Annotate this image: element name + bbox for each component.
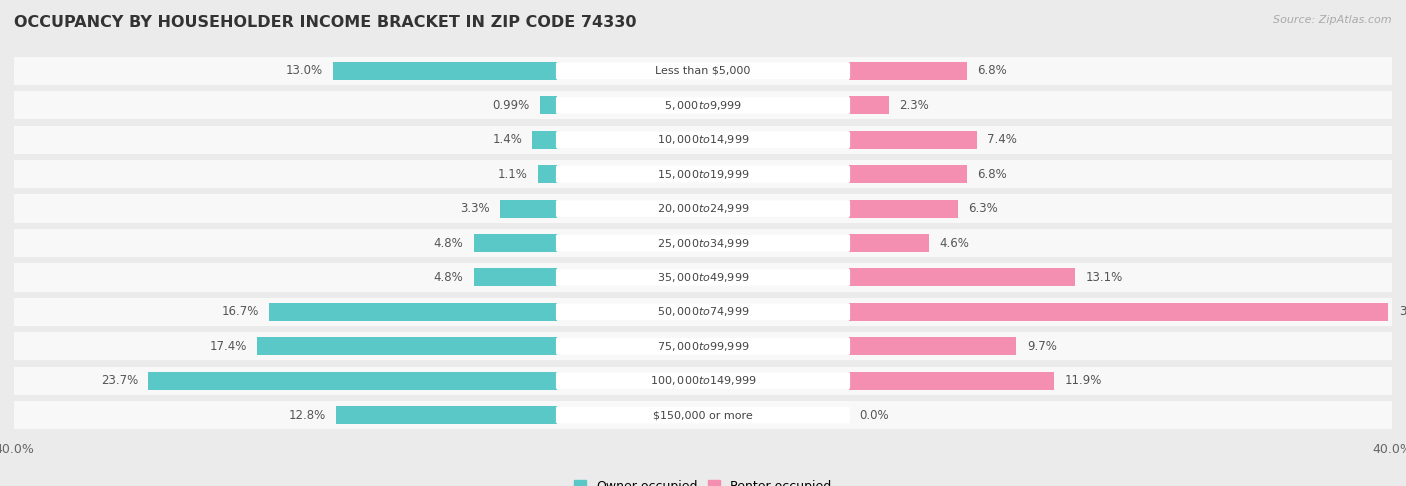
Bar (849, 234, 928, 252)
Text: 13.1%: 13.1% (1085, 271, 1122, 284)
Bar (149, 372, 557, 390)
Bar (849, 200, 957, 218)
FancyBboxPatch shape (555, 269, 851, 286)
Bar (849, 62, 966, 80)
Bar (14, 160, 1392, 188)
Text: 6.3%: 6.3% (969, 202, 998, 215)
Bar (849, 303, 1389, 321)
Text: 0.99%: 0.99% (492, 99, 529, 112)
Text: 0.0%: 0.0% (859, 409, 890, 421)
FancyBboxPatch shape (555, 372, 851, 389)
Text: 1.1%: 1.1% (498, 168, 527, 181)
Bar (14, 126, 1392, 154)
Bar (333, 62, 557, 80)
Bar (849, 268, 1076, 286)
Text: $100,000 to $149,999: $100,000 to $149,999 (650, 374, 756, 387)
Text: 9.7%: 9.7% (1026, 340, 1057, 353)
Bar (269, 303, 557, 321)
Text: 23.7%: 23.7% (101, 374, 138, 387)
Bar (849, 372, 1054, 390)
Bar (14, 401, 1392, 429)
Bar (336, 406, 557, 424)
Bar (849, 337, 1017, 355)
Text: 12.8%: 12.8% (288, 409, 326, 421)
Bar (14, 366, 1392, 395)
Text: Less than $5,000: Less than $5,000 (655, 66, 751, 76)
Bar (257, 337, 557, 355)
Text: OCCUPANCY BY HOUSEHOLDER INCOME BRACKET IN ZIP CODE 74330: OCCUPANCY BY HOUSEHOLDER INCOME BRACKET … (14, 15, 637, 30)
Bar (540, 96, 557, 114)
FancyBboxPatch shape (555, 304, 851, 320)
Text: 4.8%: 4.8% (434, 237, 464, 249)
FancyBboxPatch shape (555, 97, 851, 114)
Bar (14, 229, 1392, 257)
FancyBboxPatch shape (555, 200, 851, 217)
Bar (849, 131, 977, 149)
Text: 31.3%: 31.3% (1399, 305, 1406, 318)
Bar (474, 268, 557, 286)
Text: $75,000 to $99,999: $75,000 to $99,999 (657, 340, 749, 353)
Bar (537, 165, 557, 183)
Bar (474, 234, 557, 252)
Text: 4.8%: 4.8% (434, 271, 464, 284)
Bar (499, 200, 557, 218)
Text: 1.4%: 1.4% (492, 133, 522, 146)
Text: 11.9%: 11.9% (1064, 374, 1102, 387)
Legend: Owner-occupied, Renter-occupied: Owner-occupied, Renter-occupied (574, 480, 832, 486)
Text: 13.0%: 13.0% (285, 65, 322, 77)
FancyBboxPatch shape (555, 338, 851, 354)
FancyBboxPatch shape (555, 407, 851, 423)
Text: $20,000 to $24,999: $20,000 to $24,999 (657, 202, 749, 215)
Text: 3.3%: 3.3% (460, 202, 489, 215)
Text: Source: ZipAtlas.com: Source: ZipAtlas.com (1274, 15, 1392, 25)
Text: 6.8%: 6.8% (977, 168, 1007, 181)
Bar (14, 91, 1392, 120)
Text: $5,000 to $9,999: $5,000 to $9,999 (664, 99, 742, 112)
Bar (14, 194, 1392, 223)
Bar (533, 131, 557, 149)
Text: $50,000 to $74,999: $50,000 to $74,999 (657, 305, 749, 318)
Text: $150,000 or more: $150,000 or more (654, 410, 752, 420)
Text: 4.6%: 4.6% (939, 237, 969, 249)
Bar (14, 298, 1392, 326)
FancyBboxPatch shape (555, 166, 851, 182)
Text: 2.3%: 2.3% (900, 99, 929, 112)
Text: 16.7%: 16.7% (221, 305, 259, 318)
FancyBboxPatch shape (555, 132, 851, 148)
Text: 17.4%: 17.4% (209, 340, 246, 353)
Text: 7.4%: 7.4% (987, 133, 1017, 146)
Bar (14, 332, 1392, 360)
Bar (849, 165, 966, 183)
Text: $35,000 to $49,999: $35,000 to $49,999 (657, 271, 749, 284)
Bar (14, 263, 1392, 292)
Bar (14, 57, 1392, 85)
Bar (849, 96, 889, 114)
Text: $15,000 to $19,999: $15,000 to $19,999 (657, 168, 749, 181)
FancyBboxPatch shape (555, 63, 851, 79)
Text: $10,000 to $14,999: $10,000 to $14,999 (657, 133, 749, 146)
Text: $25,000 to $34,999: $25,000 to $34,999 (657, 237, 749, 249)
FancyBboxPatch shape (555, 235, 851, 251)
Text: 6.8%: 6.8% (977, 65, 1007, 77)
